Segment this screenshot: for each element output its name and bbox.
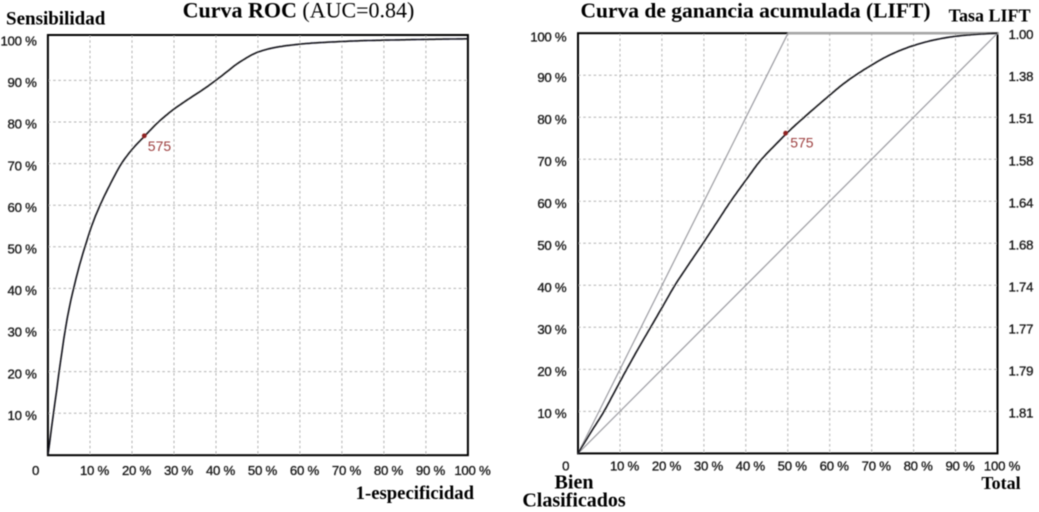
svg-text:575: 575	[790, 135, 814, 151]
svg-text:1.74: 1.74	[1009, 279, 1034, 294]
svg-text:40 %: 40 %	[8, 283, 38, 298]
svg-text:80 %: 80 %	[537, 112, 567, 127]
svg-text:40 %: 40 %	[537, 280, 567, 295]
svg-text:575: 575	[148, 138, 172, 154]
svg-text:70 %: 70 %	[862, 459, 892, 474]
svg-text:1.51: 1.51	[1009, 111, 1034, 126]
svg-text:100 %: 100 %	[530, 30, 567, 45]
svg-text:10 %: 10 %	[537, 406, 567, 421]
svg-text:1.68: 1.68	[1009, 237, 1034, 252]
svg-text:40 %: 40 %	[206, 463, 236, 478]
svg-text:10 %: 10 %	[610, 459, 640, 474]
svg-text:60 %: 60 %	[8, 200, 38, 215]
svg-text:Total: Total	[981, 473, 1020, 493]
svg-text:20 %: 20 %	[122, 463, 152, 478]
svg-text:30 %: 30 %	[694, 459, 724, 474]
svg-text:0: 0	[32, 463, 39, 478]
svg-text:1.00: 1.00	[1009, 27, 1034, 42]
svg-text:Clasificados: Clasificados	[522, 490, 626, 512]
svg-text:Curva ROC (AUC=0.84): Curva ROC (AUC=0.84)	[183, 0, 415, 23]
svg-text:100 %: 100 %	[454, 463, 491, 478]
svg-text:80 %: 80 %	[8, 117, 38, 132]
svg-text:80 %: 80 %	[374, 463, 404, 478]
svg-text:30 %: 30 %	[537, 322, 567, 337]
svg-text:0: 0	[562, 459, 569, 474]
svg-text:1.77: 1.77	[1009, 321, 1034, 336]
svg-text:Bien: Bien	[555, 472, 594, 494]
svg-text:50 %: 50 %	[248, 463, 278, 478]
svg-text:Tasa LIFT: Tasa LIFT	[949, 6, 1031, 26]
svg-text:90 %: 90 %	[8, 75, 38, 90]
svg-text:1.81: 1.81	[1009, 405, 1034, 420]
svg-text:Curva de ganancia acumulada (L: Curva de ganancia acumulada (LIFT)	[580, 0, 930, 23]
svg-text:70 %: 70 %	[537, 154, 567, 169]
svg-text:20 %: 20 %	[652, 459, 682, 474]
svg-text:10 %: 10 %	[80, 463, 110, 478]
svg-text:90 %: 90 %	[945, 459, 975, 474]
svg-text:80 %: 80 %	[904, 459, 934, 474]
svg-text:60 %: 60 %	[537, 196, 567, 211]
svg-text:60 %: 60 %	[820, 459, 850, 474]
svg-text:30 %: 30 %	[164, 463, 194, 478]
svg-text:1.38: 1.38	[1009, 69, 1034, 84]
svg-text:50 %: 50 %	[778, 459, 808, 474]
svg-text:Sensibilidad: Sensibilidad	[6, 9, 106, 30]
svg-text:100 %: 100 %	[0, 34, 37, 49]
svg-text:90 %: 90 %	[416, 463, 446, 478]
svg-text:40 %: 40 %	[736, 459, 766, 474]
svg-text:1.64: 1.64	[1009, 195, 1034, 210]
svg-text:70 %: 70 %	[8, 158, 38, 173]
svg-text:1.58: 1.58	[1009, 153, 1034, 168]
svg-text:50 %: 50 %	[8, 242, 38, 257]
svg-text:90 %: 90 %	[537, 70, 567, 85]
svg-text:1-especificidad: 1-especificidad	[356, 483, 475, 504]
svg-text:70 %: 70 %	[332, 463, 362, 478]
svg-text:20 %: 20 %	[8, 366, 38, 381]
svg-text:1.79: 1.79	[1009, 363, 1034, 378]
svg-text:20 %: 20 %	[537, 364, 567, 379]
svg-text:10 %: 10 %	[8, 408, 38, 423]
svg-text:30 %: 30 %	[8, 325, 38, 340]
svg-text:50 %: 50 %	[537, 238, 567, 253]
svg-text:100 %: 100 %	[984, 459, 1021, 474]
svg-text:60 %: 60 %	[290, 463, 320, 478]
